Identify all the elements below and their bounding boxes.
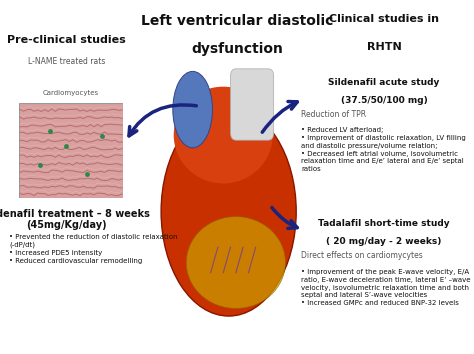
Text: Direct effects on cardiomycytes: Direct effects on cardiomycytes: [301, 251, 423, 260]
Text: Pre-clinical studies: Pre-clinical studies: [7, 35, 126, 45]
Ellipse shape: [173, 72, 212, 148]
Text: Clinical studies in: Clinical studies in: [329, 14, 439, 24]
Text: • Reduced LV afterload;
• Improvement of diastolic relaxation, LV filling
and di: • Reduced LV afterload; • Improvement of…: [301, 127, 466, 172]
Text: L-NAME treated rats: L-NAME treated rats: [27, 57, 105, 65]
FancyBboxPatch shape: [19, 103, 123, 198]
Ellipse shape: [161, 107, 296, 316]
Text: • Prevented the reduction of diastolic relaxation
(-dP/dt)
• Increased PDE5 inte: • Prevented the reduction of diastolic r…: [9, 234, 178, 264]
Text: Left ventricular diastolic: Left ventricular diastolic: [141, 14, 333, 28]
Text: RHTN: RHTN: [366, 42, 401, 52]
Text: (37.5/50/100 mg): (37.5/50/100 mg): [340, 96, 428, 104]
Text: Sildenafil treatment – 8 weeks
(45mg/Kg/day): Sildenafil treatment – 8 weeks (45mg/Kg/…: [0, 209, 150, 230]
Text: • Improvement of the peak E-wave velocity, E/A
ratio, E-wave deceleration time, : • Improvement of the peak E-wave velocit…: [301, 269, 471, 306]
FancyBboxPatch shape: [230, 69, 273, 140]
Ellipse shape: [186, 217, 285, 308]
Text: Tadalafil short-time study: Tadalafil short-time study: [318, 219, 450, 228]
Text: ( 20 mg/day - 2 weeks): ( 20 mg/day - 2 weeks): [326, 237, 442, 246]
Text: Sildenafil acute study: Sildenafil acute study: [328, 78, 439, 87]
Text: Reduction of TPR: Reduction of TPR: [301, 110, 366, 119]
Ellipse shape: [173, 87, 273, 183]
Text: Cardiomyocytes: Cardiomyocytes: [43, 90, 99, 96]
Text: dysfunction: dysfunction: [191, 42, 283, 57]
